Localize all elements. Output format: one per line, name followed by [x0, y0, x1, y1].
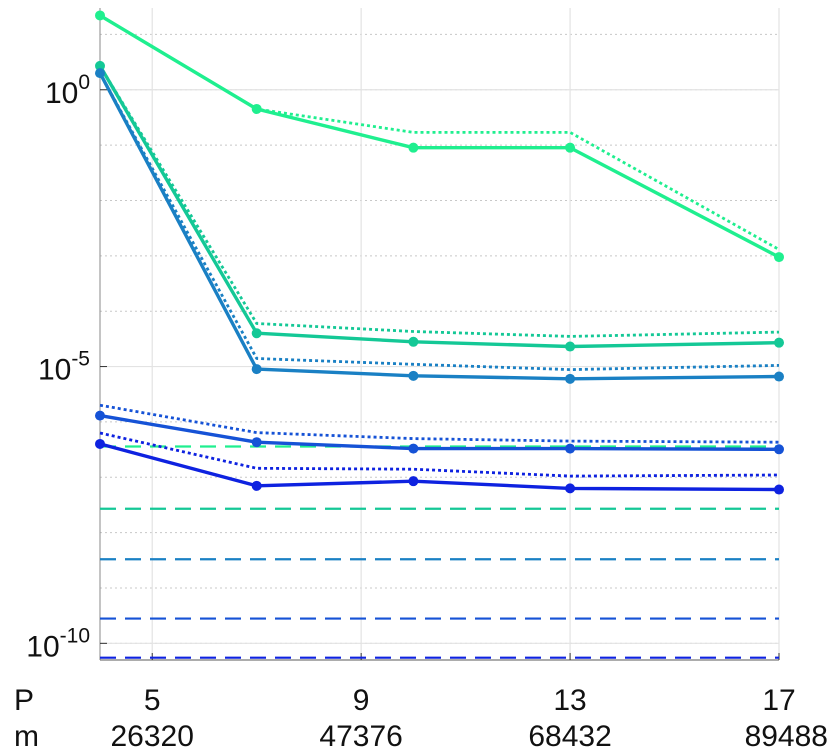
series-line-4: [98, 65, 780, 338]
y-tick-label: 10-10: [26, 624, 90, 663]
secondary-tick-label: 68432: [528, 720, 611, 752]
secondary-tick-label: 89488: [745, 720, 828, 752]
data-point: [95, 438, 105, 449]
data-point: [565, 341, 576, 352]
series-line-1: [99, 14, 780, 259]
series-line-8: [99, 403, 780, 444]
secondary-tick-label: 47376: [319, 720, 402, 752]
data-point: [408, 443, 419, 454]
data-point: [774, 252, 784, 263]
data-point: [565, 443, 576, 454]
series-line-7: [99, 413, 780, 451]
data-point: [565, 483, 576, 494]
data-point: [251, 364, 262, 375]
data-point: [251, 480, 262, 491]
y-tick-label: 10-5: [38, 348, 90, 387]
data-point: [95, 410, 105, 421]
data-point: [565, 373, 576, 384]
series-line-2: [99, 14, 780, 251]
data-point: [95, 60, 105, 71]
x-tick-label: 17: [762, 684, 795, 717]
data-point: [774, 337, 784, 348]
reference-lines: [100, 445, 779, 659]
secondary-tick-label: 26320: [111, 720, 194, 752]
x-row-label: P: [14, 684, 34, 717]
series-layer: [95, 10, 784, 495]
x-tick-label: 5: [144, 684, 161, 717]
data-point: [774, 371, 784, 382]
data-point: [408, 142, 419, 153]
data-point: [251, 437, 262, 448]
data-point: [95, 10, 105, 21]
y-tick-label: 100: [45, 71, 90, 110]
series-line-3: [98, 65, 780, 349]
data-point: [408, 336, 419, 347]
data-point: [408, 476, 419, 487]
data-point: [774, 444, 784, 455]
data-point: [408, 370, 419, 381]
series-line-6: [98, 72, 780, 372]
data-point: [774, 484, 784, 495]
series-line-9: [99, 442, 780, 492]
secondary-row-label: m: [14, 720, 39, 752]
data-point: [565, 142, 576, 153]
data-point: [251, 328, 262, 339]
x-tick-label: 13: [553, 684, 586, 717]
axes: [99, 8, 780, 661]
x-tick-label: 9: [353, 684, 370, 717]
grid: [100, 8, 780, 660]
